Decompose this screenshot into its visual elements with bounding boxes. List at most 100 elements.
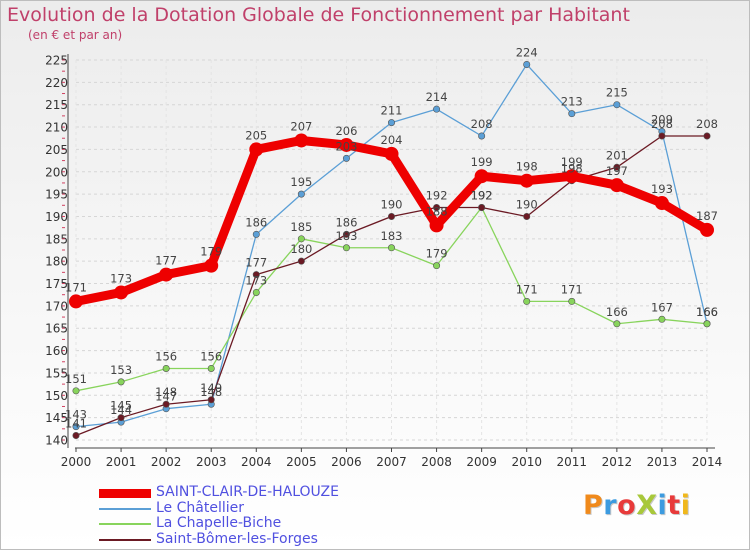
y-tick-label: 150: [45, 389, 68, 403]
data-point: [117, 378, 125, 386]
data-label: 166: [606, 305, 628, 319]
data-label: 197: [606, 164, 628, 178]
data-point: [700, 222, 714, 237]
logo-letter: o: [617, 490, 637, 521]
data-label: 144: [110, 403, 132, 417]
data-label: 208: [651, 117, 673, 131]
y-tick-label: 205: [45, 143, 68, 157]
data-label: 199: [561, 155, 583, 169]
data-point: [568, 110, 576, 118]
y-tick-label: 170: [45, 299, 68, 313]
legend-swatch: [99, 489, 151, 498]
data-point: [703, 132, 711, 140]
data-label: 203: [335, 139, 357, 153]
proxiti-logo: ProXiti: [583, 490, 690, 521]
data-point: [342, 154, 350, 162]
legend-label: La Chapelle-Biche: [156, 515, 282, 531]
x-tick-label: 2009: [466, 455, 497, 469]
legend-label: Le Châtellier: [156, 499, 244, 516]
data-label: 177: [245, 256, 267, 270]
data-point: [658, 315, 666, 323]
data-point: [159, 267, 174, 282]
y-tick-label: 185: [45, 232, 68, 246]
y-tick-label: 140: [45, 434, 68, 448]
data-point: [433, 105, 441, 113]
data-label: 205: [245, 128, 267, 142]
data-label: 207: [290, 119, 312, 133]
legend-swatch: [99, 507, 151, 510]
data-point: [387, 212, 395, 220]
data-label: 215: [606, 86, 628, 100]
data-point: [72, 387, 80, 395]
data-label: 190: [381, 197, 403, 211]
data-label: 186: [335, 215, 357, 229]
data-point: [162, 364, 170, 372]
y-tick-label: 160: [45, 344, 68, 358]
data-point: [252, 288, 260, 296]
data-label: 183: [335, 229, 357, 243]
data-point: [433, 204, 441, 212]
y-tick-label: 210: [45, 121, 68, 135]
data-label: 224: [516, 45, 538, 59]
data-label: 206: [335, 124, 357, 138]
data-label: 151: [65, 372, 87, 386]
data-point: [297, 190, 305, 198]
data-point: [384, 146, 399, 161]
data-point: [387, 244, 395, 252]
y-tick-label: 225: [45, 54, 68, 68]
data-label: 171: [516, 282, 538, 296]
x-tick-label: 2002: [151, 455, 182, 469]
x-tick-label: 2007: [376, 455, 407, 469]
y-tick-label: 145: [45, 411, 68, 425]
data-label: 179: [426, 247, 448, 261]
data-label: 213: [561, 95, 583, 109]
data-point: [339, 137, 354, 152]
data-label: 171: [561, 282, 583, 296]
legend-swatch: [99, 523, 151, 525]
data-point: [342, 230, 350, 238]
data-point: [609, 178, 624, 193]
data-point: [387, 119, 395, 127]
logo-letter: i: [680, 490, 691, 521]
logo-letter: t: [667, 490, 681, 521]
data-point: [478, 204, 486, 212]
data-label: 199: [471, 155, 493, 169]
y-tick-label: 220: [45, 76, 68, 90]
y-tick-label: 180: [45, 255, 68, 269]
y-tick-label: 200: [45, 165, 68, 179]
data-point: [252, 230, 260, 238]
data-label: 171: [65, 280, 87, 294]
legend-swatch: [99, 538, 151, 541]
data-label: 208: [471, 117, 493, 131]
y-tick-label: 165: [45, 322, 68, 336]
data-point: [249, 142, 264, 157]
data-label: 208: [696, 117, 718, 131]
data-label: 193: [651, 182, 673, 196]
x-tick-label: 2011: [557, 455, 588, 469]
data-label: 148: [155, 385, 177, 399]
data-label: 156: [155, 349, 177, 363]
data-label: 211: [381, 104, 403, 118]
data-point: [613, 320, 621, 328]
data-point: [117, 414, 125, 422]
data-label: 173: [110, 271, 132, 285]
logo-letter: r: [603, 490, 618, 521]
logo-letter: P: [583, 490, 604, 521]
data-label: 185: [290, 220, 312, 234]
data-point: [474, 169, 489, 184]
data-point: [72, 423, 80, 431]
data-point: [342, 244, 350, 252]
data-label: 190: [516, 197, 538, 211]
data-point: [654, 196, 669, 211]
data-label: 180: [290, 242, 312, 256]
data-point: [433, 262, 441, 270]
data-point: [114, 285, 129, 300]
chart-subtitle: (en € et par an): [28, 28, 123, 42]
data-label: 147: [155, 390, 177, 404]
data-label: 201: [606, 148, 628, 162]
chart-title: Evolution de la Dotation Globale de Fonc…: [7, 4, 630, 26]
data-point: [429, 218, 444, 233]
data-label: 209: [651, 113, 673, 127]
data-point: [568, 297, 576, 305]
